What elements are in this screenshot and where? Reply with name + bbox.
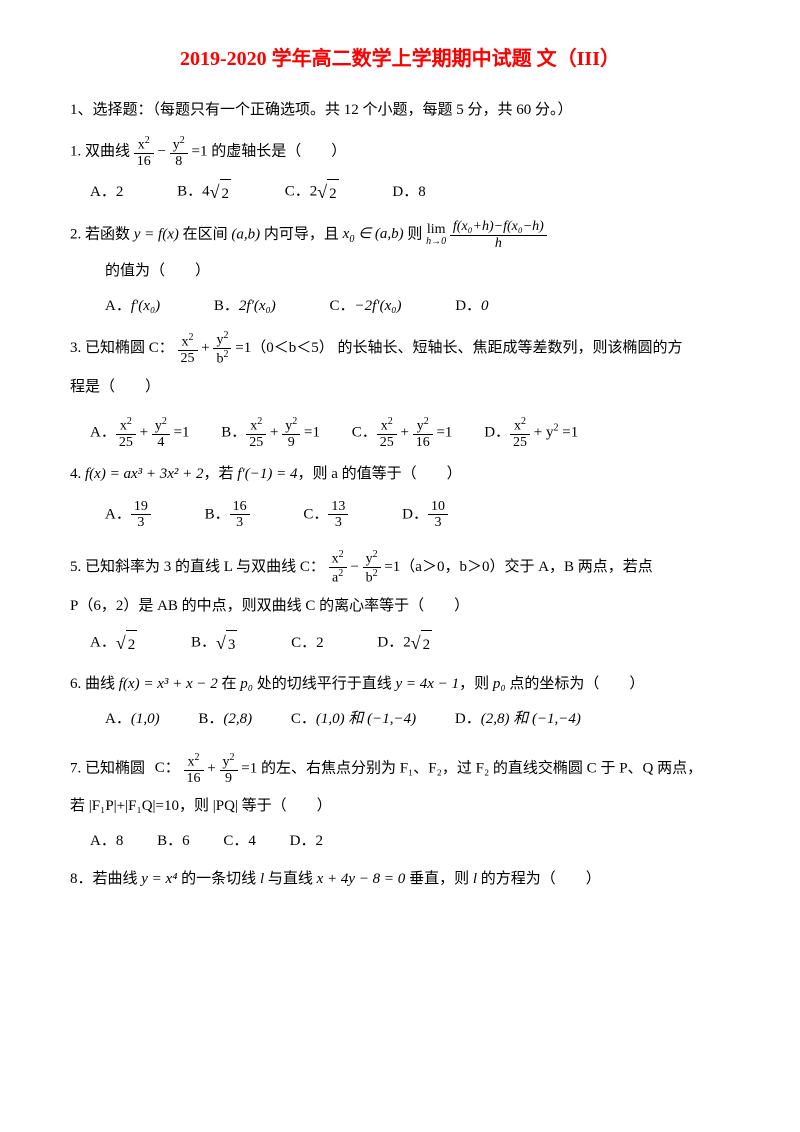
option-a: A．2 <box>90 626 137 660</box>
option-c: C．−2f′(x₀) <box>329 292 401 321</box>
q7-stem-tail: 若 |F₁P|+|F₁Q|=10，则 |PQ| 等于（ ） <box>70 792 730 821</box>
option-d: D．(2,8) 和 (−1,−4) <box>455 705 581 734</box>
q3-options: A．x225 + y24 =1 B．x225 + y29 =1 C．x225 +… <box>90 416 730 450</box>
q6-options: A．(1,0) B．(2,8) C．(1,0) 和 (−1,−4) D．(2,8… <box>105 705 730 734</box>
question-7: 7. 已知椭圆 C： x216 + y29 =1 的左、右焦点分别为 F₁、F₂… <box>70 752 730 786</box>
option-b: B．(2,8) <box>198 705 252 734</box>
limit: limh→0 <box>426 223 446 247</box>
option-d: D．2 <box>290 827 323 856</box>
option-d: D．103 <box>402 499 448 531</box>
question-3: 3. 已知椭圆 C： x225 + y2b2 =1（0＜b＜5） 的长轴长、短轴… <box>70 330 730 367</box>
option-d: D．0 <box>455 292 488 321</box>
option-b: B．163 <box>205 499 250 531</box>
question-5: 5. 已知斜率为 3 的直线 L 与双曲线 C： x2a2 − y2b2 =1（… <box>70 549 730 586</box>
option-c: C．133 <box>303 499 348 531</box>
option-b: B．x225 + y29 =1 <box>221 416 320 450</box>
option-b: B．2f′(x₀) <box>214 292 276 321</box>
option-a: A．x225 + y24 =1 <box>90 416 190 450</box>
question-1: 1. 双曲线 x216 − y28 =1 的虚轴长是（ ） <box>70 135 730 169</box>
section-header: 1、选择题：（每题只有一个正确选项。共 12 个小题，每题 5 分，共 60 分… <box>70 96 730 125</box>
fraction: y2b2 <box>213 330 231 367</box>
option-b: B．6 <box>157 827 190 856</box>
question-6: 6. 曲线 f(x) = x³ + x − 2 在 p₀ 处的切线平行于直线 y… <box>70 670 730 699</box>
option-d: D．x225 + y2 =1 <box>484 416 578 450</box>
option-c: C．22 <box>285 175 339 209</box>
q5-options: A．2 B．3 C．2 D．22 <box>90 626 730 660</box>
question-2: 2. 若函数 y = f(x) 在区间 (a,b) 内可导，且 x0 ∈ (a,… <box>70 219 730 251</box>
fraction: x2a2 <box>329 549 347 586</box>
q2-options: A．f′(x₀) B．2f′(x₀) C．−2f′(x₀) D．0 <box>105 291 730 320</box>
option-d: D．22 <box>377 626 432 660</box>
option-c: C．2 <box>291 629 324 658</box>
page-title: 2019-2020 学年高二数学上学期期中试题 文（III） <box>70 40 730 78</box>
fraction: y29 <box>220 752 238 786</box>
option-b: B．42 <box>177 175 231 209</box>
option-c: C．x225 + y216 =1 <box>352 416 453 450</box>
question-8: 8．若曲线 y = x⁴ 的一条切线 l 与直线 x + 4y − 8 = 0 … <box>70 865 730 894</box>
option-a: A．(1,0) <box>105 705 160 734</box>
q3-stem-tail: 程是（ ） <box>70 373 730 402</box>
option-c: C．4 <box>223 827 256 856</box>
q5-stem-tail: P（6，2）是 AB 的中点，则双曲线 C 的离心率等于（ ） <box>70 592 730 621</box>
fraction: y2b2 <box>363 549 381 586</box>
option-a: A．8 <box>90 827 123 856</box>
q1-options: A．2 B．42 C．22 D．8 <box>90 175 730 209</box>
q2-stem-tail: 的值为（ ） <box>105 257 730 286</box>
option-a: A．193 <box>105 499 151 531</box>
option-d: D．8 <box>392 178 425 207</box>
q7-options: A．8 B．6 C．4 D．2 <box>90 827 730 856</box>
fraction: y28 <box>170 135 188 169</box>
fraction: x225 <box>178 332 198 366</box>
option-c: C．(1,0) 和 (−1,−4) <box>291 705 416 734</box>
question-4: 4. f(x) = ax³ + 3x² + 2，若 f′(−1) = 4，则 a… <box>70 460 730 489</box>
q4-options: A．193 B．163 C．133 D．103 <box>105 499 730 531</box>
option-a: A．2 <box>90 178 123 207</box>
fraction: f(x₀+h)−f(x₀−h)h <box>450 219 547 251</box>
fraction: x216 <box>134 135 154 169</box>
fraction: x216 <box>184 752 204 786</box>
option-b: B．3 <box>191 626 237 660</box>
option-a: A．f′(x₀) <box>105 292 160 321</box>
